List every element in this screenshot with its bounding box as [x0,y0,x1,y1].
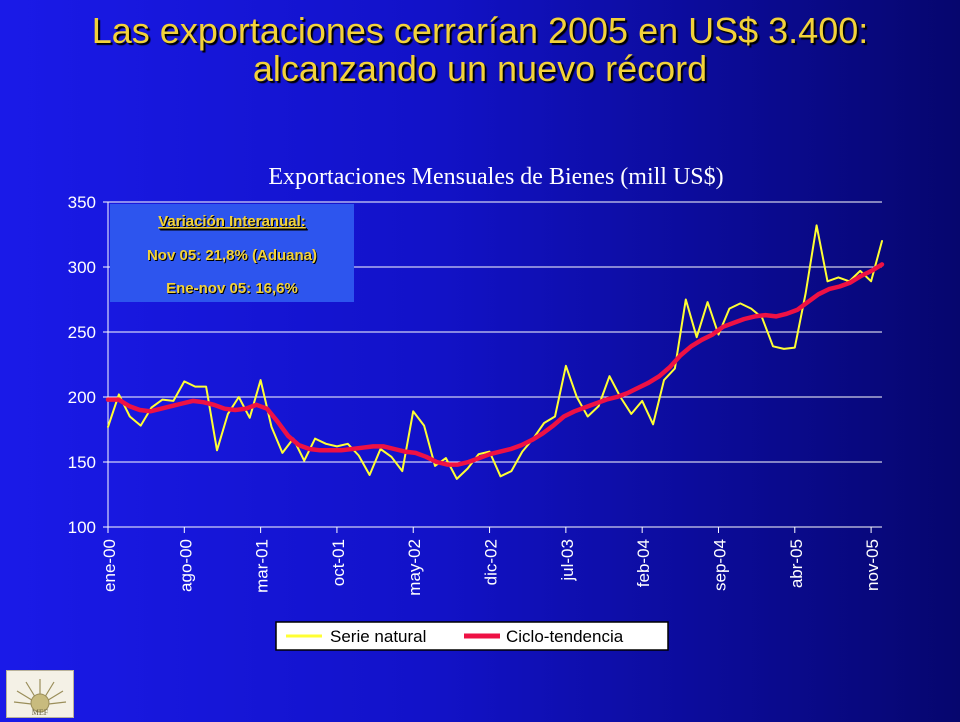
x-tick-label-ene-00: ene-00 [100,539,119,592]
x-tick-label-abr-05: abr-05 [787,539,806,588]
headline-line-2: alcanzando un nuevo récord [252,48,708,89]
x-tick-label-feb-04: feb-04 [634,539,653,587]
legend: Serie natural Ciclo-tendencia [275,621,669,651]
axes: 100 150 200 250 300 350 ene-00 ago-00 mar-01 oct-… [68,193,882,596]
y-tick-label-150: 150 [68,453,96,472]
headline: Las exportaciones cerrarían 2005 en US$ … [0,12,960,88]
y-tick-label-300: 300 [68,258,96,277]
mef-logo: MEF [6,670,74,718]
series-line-ciclo-tendencia [105,262,885,467]
x-tick-label-jul-03: jul-03 [558,539,577,582]
sun-emblem-icon: MEF [13,679,67,717]
y-tick-label-200: 200 [68,388,96,407]
annotation-box: Variación Interanual: Nov 05: 21,8% (Adu… [110,204,354,302]
x-tick-label-mar-01: mar-01 [253,539,272,593]
legend-label-ciclo-tendencia: Ciclo-tendencia [506,627,624,646]
series-layer [105,224,885,480]
chart-title: Exportaciones Mensuales de Bienes (mill … [268,164,723,190]
legend-label-serie-natural: Serie natural [330,627,426,646]
x-tick-label-nov-05: nov-05 [863,539,882,591]
headline-line-1: Las exportaciones cerrarían 2005 en US$ … [91,10,869,51]
x-tick-label-may-02: may-02 [405,539,424,596]
annotation-line-1: Nov 05: 21,8% (Aduana) [147,247,317,264]
annotation-heading: Variación Interanual: [158,213,306,230]
series-line-serie-natural [107,224,883,480]
y-tick-label-100: 100 [68,518,96,537]
x-tick-label-sep-04: sep-04 [710,539,729,591]
annotation-background [110,204,354,302]
y-tick-label-350: 350 [68,193,96,212]
x-tick-label-dic-02: dic-02 [482,539,501,585]
logo-label: MEF [32,708,49,717]
annotation-line-2: Ene-nov 05: 16,6% [166,280,298,297]
x-tick-label-ago-00: ago-00 [176,539,195,592]
x-tick-label-oct-01: oct-01 [329,539,348,586]
y-tick-label-250: 250 [68,323,96,342]
